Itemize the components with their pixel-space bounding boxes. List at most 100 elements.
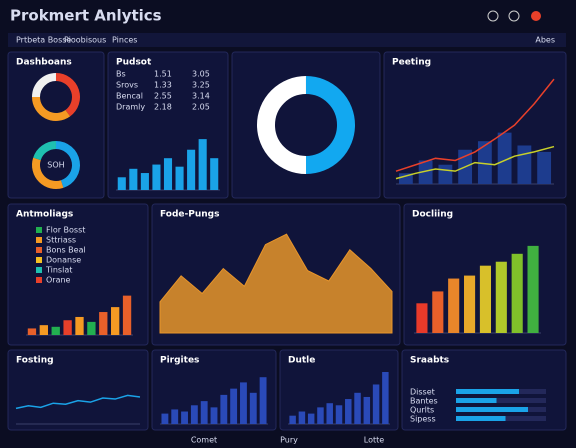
bar xyxy=(175,166,184,190)
legend-swatch xyxy=(36,257,42,263)
legend-label: Sttriass xyxy=(46,236,76,245)
tab-bar xyxy=(8,33,566,47)
bar xyxy=(418,160,433,184)
table-cell: Srovs xyxy=(116,81,138,90)
bar xyxy=(448,278,460,333)
bar xyxy=(335,405,343,424)
tab[interactable]: Pioobisous xyxy=(64,36,106,45)
bar xyxy=(354,392,361,424)
panel-title: Fosting xyxy=(16,356,54,366)
bar xyxy=(51,326,60,335)
legend-label: Flor Bosst xyxy=(46,226,85,235)
bar xyxy=(220,394,228,424)
footer-link[interactable]: Lotte xyxy=(364,436,384,445)
legend-label: Tinslat xyxy=(45,266,72,275)
donut-segment xyxy=(33,141,57,161)
bar xyxy=(511,253,523,333)
bar xyxy=(249,392,257,424)
area xyxy=(159,233,393,334)
bar xyxy=(382,372,389,424)
user-icon[interactable] xyxy=(487,10,499,22)
bar xyxy=(230,388,238,424)
bar xyxy=(39,325,48,335)
bar xyxy=(75,316,84,335)
bar xyxy=(210,158,219,190)
bar xyxy=(307,413,315,424)
panel-title: Docliing xyxy=(412,210,453,220)
bar xyxy=(200,401,208,424)
legend-swatch xyxy=(36,237,42,243)
bar xyxy=(171,409,179,424)
table-cell: Dramly xyxy=(116,103,145,112)
tab-link[interactable]: Abes xyxy=(535,36,555,45)
donut-segment xyxy=(32,157,64,189)
bar xyxy=(129,168,138,190)
bar xyxy=(163,158,173,190)
tab[interactable]: Pinces xyxy=(112,36,137,45)
legend-label: Bons Beal xyxy=(46,246,86,255)
bar xyxy=(432,291,444,333)
legend-swatch xyxy=(36,267,42,273)
bar xyxy=(122,295,132,335)
table-cell: 3.05 xyxy=(192,70,210,79)
donut-segment xyxy=(55,73,80,117)
table-cell: 1.51 xyxy=(154,70,172,79)
line xyxy=(15,394,141,410)
progress-label: Disset xyxy=(410,388,435,397)
table-cell: 1.33 xyxy=(154,81,172,90)
bar xyxy=(27,328,37,335)
line xyxy=(395,145,555,180)
progress-track xyxy=(456,398,546,403)
bar xyxy=(317,407,324,424)
legend-label: Donanse xyxy=(46,256,81,265)
bar xyxy=(140,173,149,190)
bar xyxy=(117,177,126,190)
settings-icon[interactable] xyxy=(508,10,520,22)
bar xyxy=(345,399,352,424)
progress-label: Qurlts xyxy=(410,406,434,415)
bar xyxy=(416,303,428,333)
bar xyxy=(477,141,492,184)
panel xyxy=(7,349,149,431)
table-cell: Bencal xyxy=(116,92,143,101)
bar xyxy=(111,307,120,335)
table-cell: 2.18 xyxy=(154,103,172,112)
table-cell: 2.55 xyxy=(154,92,172,101)
panel-title: Pirgites xyxy=(160,356,199,366)
bar xyxy=(63,320,72,335)
panel-title: Sraabts xyxy=(410,356,449,366)
bar xyxy=(210,407,218,424)
legend-label: Orane xyxy=(46,276,71,285)
progress-bar xyxy=(456,416,506,421)
legend-swatch xyxy=(36,227,42,233)
donut-segment xyxy=(55,141,80,188)
bar xyxy=(517,145,532,184)
bar xyxy=(198,139,207,190)
bar xyxy=(99,312,108,335)
bar xyxy=(372,384,380,424)
legend-swatch xyxy=(36,277,42,283)
app-title: Prokmert Anlytics xyxy=(10,7,162,25)
progress-label: Sipess xyxy=(410,415,436,424)
bar xyxy=(190,405,198,424)
progress-bar xyxy=(456,407,528,412)
bar xyxy=(497,132,512,184)
bar xyxy=(495,261,507,333)
panel-title: Dutle xyxy=(288,356,315,366)
panel-title: Pudsot xyxy=(116,58,152,68)
alert-icon[interactable] xyxy=(531,11,541,21)
tab[interactable]: Prtbeta Bosse xyxy=(16,36,71,45)
panel-title: Dashboans xyxy=(16,58,72,68)
table-cell: 2.05 xyxy=(192,103,210,112)
bar xyxy=(438,164,453,184)
bar xyxy=(181,411,188,424)
footer-link[interactable]: Comet xyxy=(191,436,217,445)
line xyxy=(395,78,555,172)
footer-link[interactable]: Pury xyxy=(280,436,298,445)
donut-segment xyxy=(305,76,355,174)
donut-label: SOH xyxy=(47,161,64,170)
bar xyxy=(259,377,267,424)
bar xyxy=(152,164,161,190)
progress-label: Bantes xyxy=(410,397,438,406)
bar xyxy=(537,151,552,184)
